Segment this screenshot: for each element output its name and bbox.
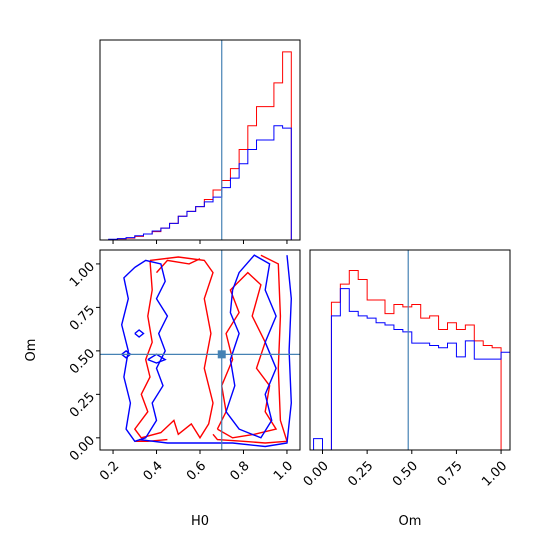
x-tick-label: 0.25 [345, 459, 376, 490]
blue-contour-3 [134, 329, 145, 338]
om-histogram-panel: 0.00 0.25 0.50 0.75 1.00 [301, 249, 511, 490]
histogram-series-1 [108, 125, 300, 241]
x-tick-label: 0.75 [435, 459, 466, 490]
red-contour-2 [212, 254, 288, 444]
blue-contour-1 [225, 254, 277, 439]
x-tick-label: 0.2 [97, 459, 122, 484]
y-tick-label: 1.00 [67, 259, 98, 290]
om-h0-contour-panel: 0.2 0.4 0.6 0.8 1.0 0.00 0.25 0.50 0.75 1.00 [67, 249, 301, 484]
axes-frame [309, 249, 511, 451]
histogram-series-1 [313, 288, 511, 451]
y-tick-label: 0.50 [67, 346, 98, 377]
histogram-series-0 [108, 51, 300, 241]
blue-contour-0 [120, 259, 169, 443]
blue-contour-2 [139, 255, 293, 448]
truth-marker [217, 350, 226, 359]
y-tick-label: 0.75 [67, 303, 98, 334]
x-tick-label: 0.6 [184, 459, 209, 484]
y-tick-label: 0.00 [67, 433, 98, 464]
y-axis-label-om: Om [24, 339, 39, 362]
h0-histogram-panel [99, 39, 301, 244]
x-tick-label: 0.00 [301, 459, 332, 490]
y-tick-label: 0.25 [67, 390, 98, 421]
x-tick-label: 1.0 [271, 459, 296, 484]
x-tick-label: 0.4 [141, 459, 166, 484]
x-axis-label-h0: H0 [191, 514, 209, 529]
red-contour-0 [133, 256, 214, 440]
x-tick-label: 0.50 [390, 459, 421, 490]
histogram-series-0 [313, 269, 510, 451]
x-axis-label-om: Om [399, 514, 422, 529]
x-tick-label: 1.00 [479, 459, 510, 490]
red-contour-1 [216, 271, 278, 439]
x-tick-label: 0.8 [228, 459, 253, 484]
blue-contour-5 [147, 353, 167, 364]
